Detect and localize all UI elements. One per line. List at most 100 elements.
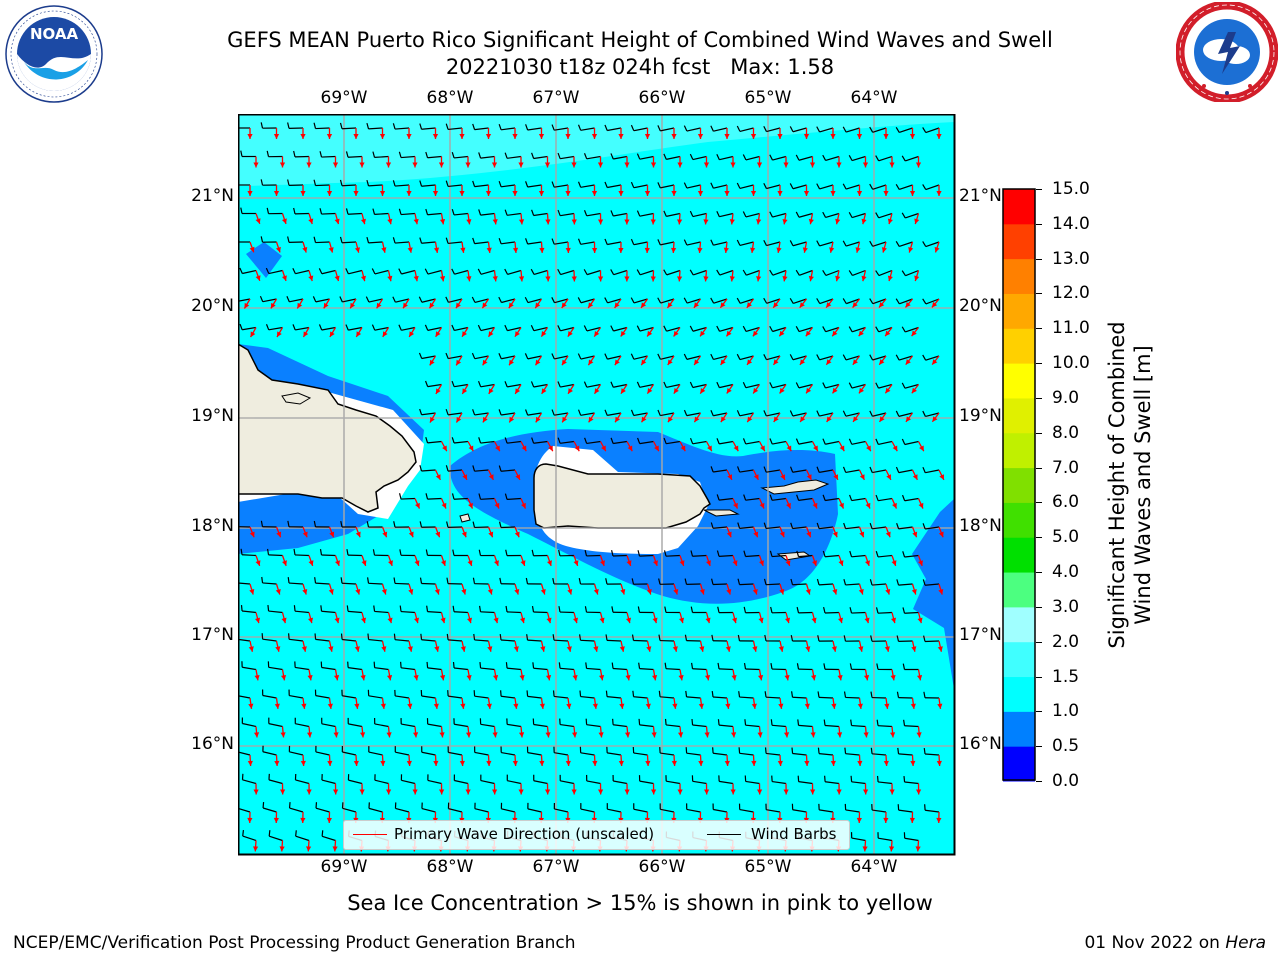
wave-direction-arrowhead [597,789,604,795]
wind-barb-flag [314,633,317,640]
wind-barb-flag [577,124,582,131]
wind-barb-staff [447,639,463,642]
wave-direction-arrowhead [360,218,366,225]
wind-barb-staff [507,269,522,275]
wind-barb-staff [819,809,834,813]
wind-barb-staff [527,184,542,188]
wind-barb-flag [902,551,906,558]
wave-direction-arrowhead [353,760,359,766]
wave-direction-arrowhead [910,703,916,709]
wave-direction-arrowhead [512,191,518,196]
wave-direction-arrowhead [778,703,784,709]
wind-barb-flag [340,577,343,584]
wind-barb-staff [878,155,893,162]
wind-barb-flag [848,326,853,333]
wind-barb-staff [739,184,754,189]
wind-barb-flag [658,690,661,697]
wind-barb-staff [766,127,781,133]
wind-barb-staff [342,298,357,303]
wind-barb-flag [610,153,614,160]
wave-direction-arrowhead [890,674,896,681]
wind-barb-staff [289,694,304,699]
wind-barb-flag [499,634,502,641]
wind-barb-staff [341,127,357,130]
colorbar-block [1003,711,1035,747]
wind-barb-flag [451,493,455,500]
wind-barb-staff [819,526,834,530]
wind-barb-flag [445,123,449,130]
wind-barb-flag [531,209,535,216]
wind-barb-staff [268,666,283,671]
wave-direction-arrowhead [620,588,626,595]
wind-barb-staff [507,723,522,728]
wind-barb-flag [795,326,800,332]
wind-barb-flag [240,604,243,612]
wind-barb-staff [845,526,860,530]
wind-barb-flag [524,296,529,303]
wind-barb-flag [796,494,800,501]
wind-barb-flag [478,152,482,159]
wind-barb-flag [478,549,482,556]
wave-direction-arrowhead [413,275,419,282]
wind-barb-staff [607,298,622,304]
wind-barb-staff [262,638,277,642]
wave-direction-arrowhead [520,617,526,624]
wind-barb-flag [710,409,714,416]
colorbar-tick-label: 7.0 [1052,457,1080,478]
wind-barb-flag [584,549,588,557]
wave-direction-arrowhead [540,588,546,595]
wind-barb-staff [746,269,760,276]
wind-barb-staff [501,184,516,188]
wave-direction-arrowhead [724,134,730,139]
wind-barb-staff [765,583,781,586]
wave-direction-arrowhead [248,646,254,652]
wind-barb-staff [454,269,469,275]
wind-barb-staff [666,155,681,160]
wind-barb-staff [448,298,463,303]
wind-barb-flag [895,183,900,190]
wind-barb-staff [315,695,330,699]
wind-barb-staff [501,808,516,813]
colorbar [1002,188,1036,782]
wave-direction-arrowhead [488,474,494,480]
wave-direction-arrowhead [244,302,250,309]
wave-legend-label: Primary Wave Direction (unscaled) [394,825,655,843]
wind-barb-flag [716,550,720,557]
wave-direction-arrowhead [406,191,412,196]
wave-direction-arrowhead [561,359,567,366]
wind-barb-staff [268,610,283,614]
wind-barb-staff [395,298,410,303]
wave-direction-arrowhead [253,732,260,738]
lon-label-bottom: 69°W [320,857,368,877]
wind-barb-staff [686,184,701,189]
wave-direction-arrowhead [644,191,651,196]
wind-barb-flag [240,548,243,555]
wind-barb-flag [579,690,582,697]
wind-barb-flag [499,577,502,584]
wind-barb-staff [633,752,648,756]
wind-barb-flag [876,719,879,726]
wind-barb-flag [691,719,694,726]
wind-barb-flag [425,549,429,556]
wind-barb-staff [613,383,628,388]
wave-direction-arrowhead [460,646,466,652]
wind-barb-flag [446,633,449,640]
wave-direction-arrowhead [785,617,791,624]
wind-barb-flag [763,182,768,189]
wind-barb-flag [239,267,243,274]
wind-barb-flag [398,151,402,158]
wind-barb-staff [825,155,840,162]
wind-barb-staff [792,696,807,699]
wind-barb-flag [657,239,661,246]
wind-barb-staff [771,554,787,558]
wind-barb-staff [819,241,834,247]
wind-barb-flag [451,152,455,159]
wind-barb-flag [531,605,535,613]
wind-barb-flag [710,353,714,360]
wind-barb-staff [925,184,940,191]
wind-barb-staff [613,440,628,445]
wind-barb-flag [260,179,264,186]
wind-barb-staff [925,469,940,474]
wind-barb-flag [473,633,476,641]
wind-barb-staff [898,355,913,361]
